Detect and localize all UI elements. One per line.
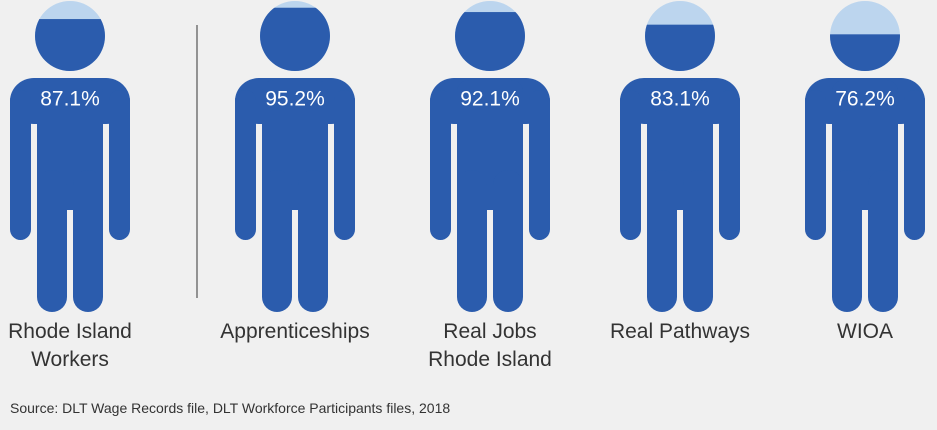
category-label: Real Pathways bbox=[609, 320, 751, 343]
value-label: 92.1% bbox=[460, 88, 520, 111]
value-label: 95.2% bbox=[265, 88, 325, 111]
arm-right bbox=[719, 90, 740, 240]
head-fill bbox=[645, 24, 715, 71]
arm-left bbox=[10, 90, 31, 240]
source: Source: DLT Wage Records file, DLT Workf… bbox=[10, 400, 451, 416]
leg-right bbox=[683, 170, 713, 312]
arm-left bbox=[430, 90, 451, 240]
arm-left bbox=[235, 90, 256, 240]
arm-right bbox=[109, 90, 130, 240]
head-fill bbox=[455, 12, 525, 71]
person: 87.1% bbox=[10, 1, 130, 312]
head-fill bbox=[830, 34, 900, 71]
person: 92.1% bbox=[430, 1, 550, 312]
leg-left bbox=[37, 170, 67, 312]
leg-right bbox=[493, 170, 523, 312]
leg-left bbox=[832, 170, 862, 312]
person: 95.2% bbox=[235, 1, 355, 312]
value-label: 76.2% bbox=[835, 88, 895, 111]
category-label: WIOA bbox=[837, 320, 893, 343]
head-fill bbox=[35, 19, 105, 71]
category-label: Rhode Island Workers bbox=[8, 320, 132, 371]
person: 76.2% bbox=[805, 1, 925, 312]
arm-right bbox=[334, 90, 355, 240]
leg-right bbox=[298, 170, 328, 312]
leg-left bbox=[647, 170, 677, 312]
arm-right bbox=[529, 90, 550, 240]
category-label: Real Jobs Rhode Island bbox=[428, 320, 552, 371]
arm-left bbox=[620, 90, 641, 240]
head-fill bbox=[260, 7, 330, 71]
leg-left bbox=[262, 170, 292, 312]
leg-right bbox=[73, 170, 103, 312]
person: 83.1% bbox=[620, 1, 740, 312]
arm-left bbox=[805, 90, 826, 240]
arm-right bbox=[904, 90, 925, 240]
category-label: Apprenticeships bbox=[220, 320, 370, 343]
value-label: 83.1% bbox=[650, 88, 710, 111]
leg-right bbox=[868, 170, 898, 312]
value-label: 87.1% bbox=[40, 88, 100, 111]
leg-left bbox=[457, 170, 487, 312]
